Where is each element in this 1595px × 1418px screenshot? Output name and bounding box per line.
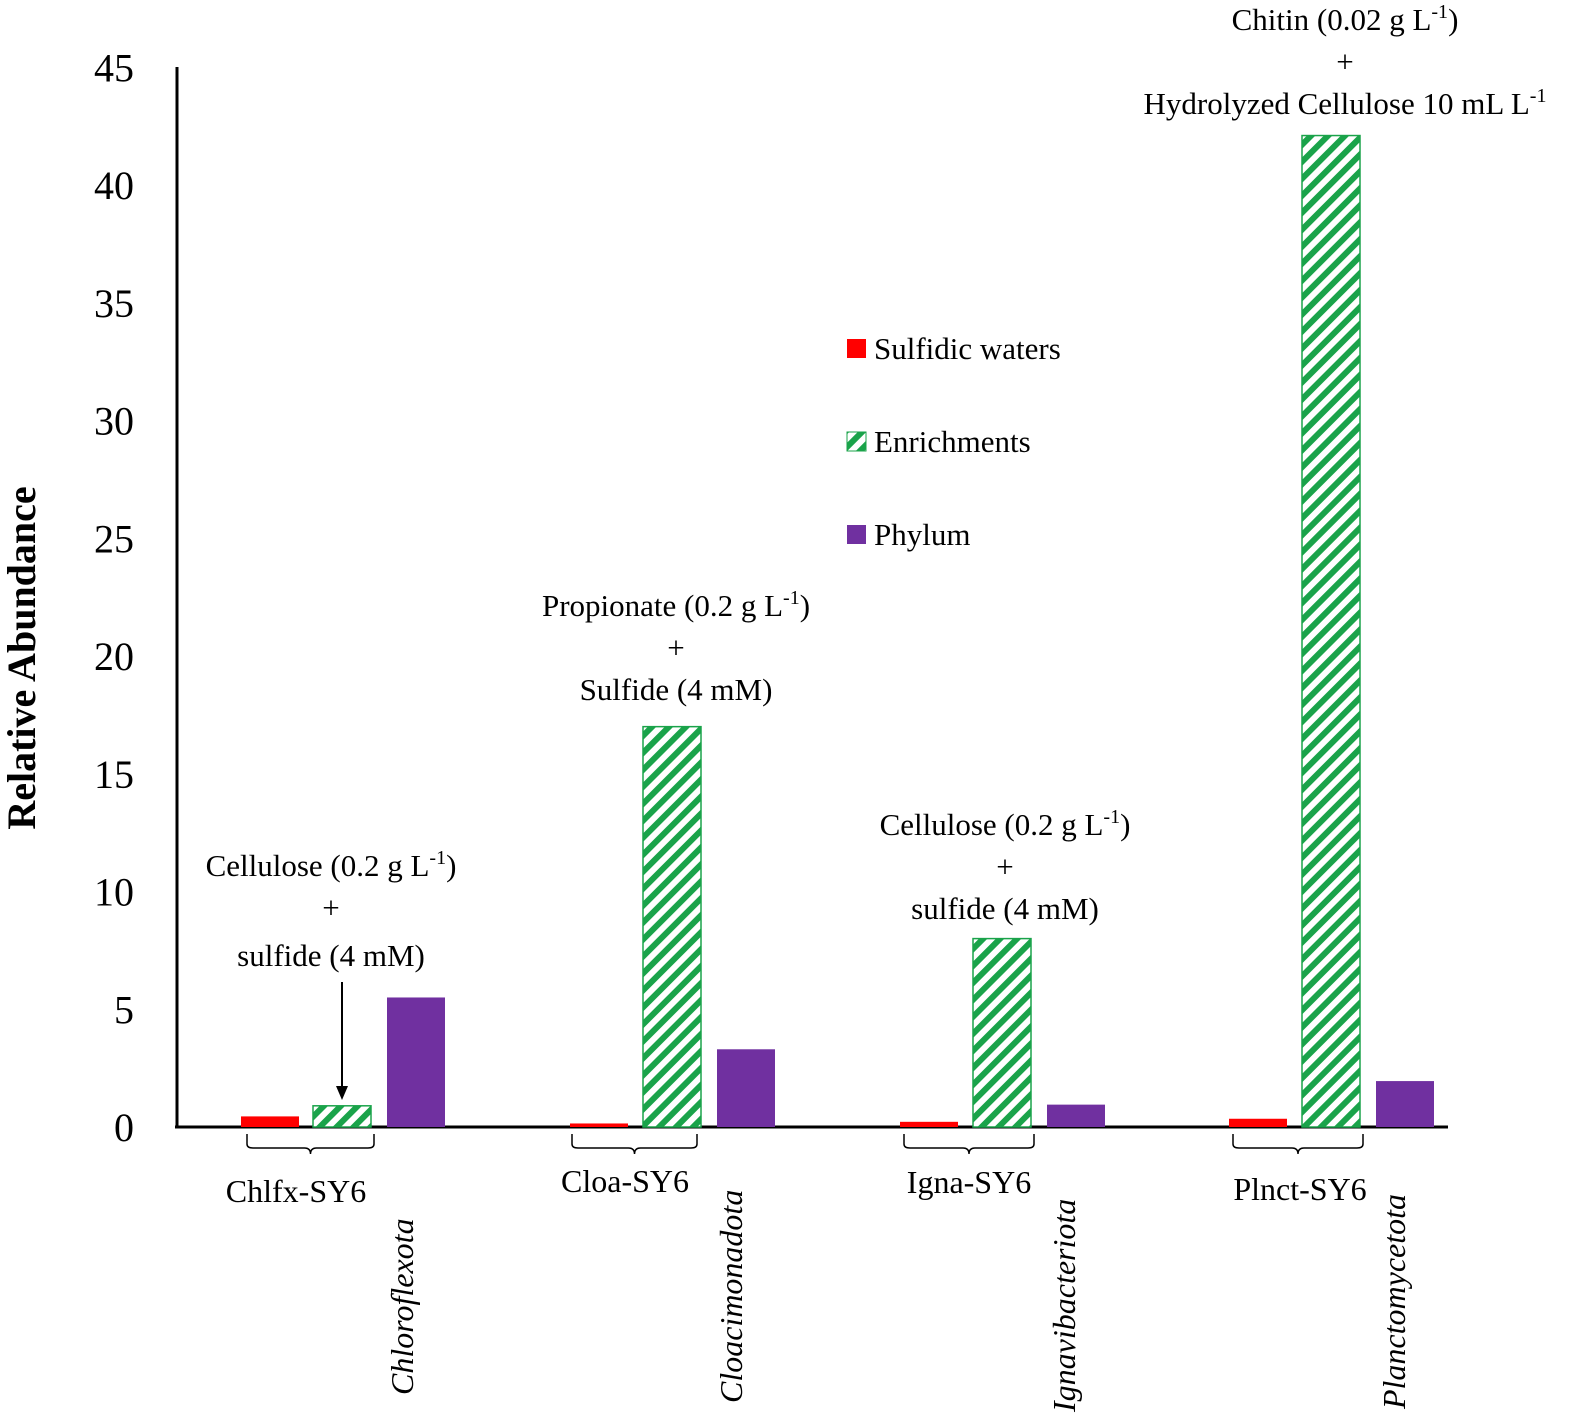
annotation-substrate-end: ) [1448,2,1458,37]
annotation-second-substrate-text: sulfide (4 mM) [911,891,1099,926]
y-tick-label: 15 [94,752,134,797]
mag-brace [571,1134,698,1155]
annotation-plus: + [1336,44,1353,79]
y-tick-label: 45 [94,45,134,90]
bar-phylum [387,997,445,1127]
legend-label: Sulfidic waters [874,331,1061,366]
annotation-substrate-end: ) [800,588,810,623]
bar-enrichments [312,1105,372,1128]
annotation-substrate-end: ) [446,848,456,883]
legend-swatch [847,339,866,358]
annotation-second-substrate-text: Sulfide (4 mM) [580,672,773,707]
annotation-substrate: Chitin (0.02 g L-1) [1232,1,1459,37]
bar-sulfidic-waters [241,1116,299,1127]
annotation-superscript: -1 [1103,806,1120,828]
annotation-substrate: Cellulose (0.2 g L-1) [206,847,457,883]
bar-phylum [1047,1104,1105,1127]
bar-phylum [1376,1081,1434,1127]
mag-label: Cloa-SY6 [561,1163,689,1199]
phylum-label: Chloroflexota [384,1218,420,1395]
mag-label: Igna-SY6 [907,1164,1031,1200]
bar-enrichments [1301,134,1361,1128]
y-tick-label: 40 [94,163,134,208]
annotation-second-substrate: sulfide (4 mM) [237,938,425,973]
mag-brace [1232,1134,1364,1155]
phylum-label: Cloacimonadota [713,1190,749,1403]
annotation-second-substrate-text: Hydrolyzed Cellulose 10 mL L [1144,86,1530,121]
annotation-superscript: -1 [783,587,800,609]
annotation-second-substrate-text: sulfide (4 mM) [237,938,425,973]
bar-enrichments [642,725,702,1128]
legend-swatch [846,431,867,452]
annotation-plus: + [667,630,684,665]
annotation-substrate-text: Propionate (0.2 g L [542,588,783,623]
legend-swatch [847,525,866,544]
y-tick-label: 30 [94,399,134,444]
annotation-plus: + [322,890,339,925]
annotation-substrate-text: Cellulose (0.2 g L [206,848,430,883]
bar-sulfidic-waters [570,1123,628,1127]
annotation-second-substrate: Sulfide (4 mM) [580,672,773,707]
y-tick-label: 10 [94,870,134,915]
annotation-arrowhead [336,1086,348,1100]
annotation-superscript: -1 [1530,85,1547,107]
mag-label: Chlfx-SY6 [226,1173,366,1209]
annotation-second-substrate: Hydrolyzed Cellulose 10 mL L-1 [1144,85,1547,121]
bar-sulfidic-waters [900,1121,958,1127]
annotation-plus: + [996,849,1013,884]
bar-enrichments [972,937,1032,1128]
legend-label: Phylum [874,517,970,552]
y-tick-label: 20 [94,634,134,679]
y-tick-label: 5 [114,987,134,1032]
annotation-superscript: -1 [429,847,446,869]
mag-brace [246,1134,375,1155]
legend-label: Enrichments [874,424,1031,459]
y-axis-label: Relative Abundance [0,486,44,829]
y-tick-label: 0 [114,1105,134,1150]
y-tick-label: 25 [94,516,134,561]
annotation-substrate: Propionate (0.2 g L-1) [542,587,810,623]
y-tick-label: 35 [94,281,134,326]
annotation-substrate-text: Cellulose (0.2 g L [880,807,1104,842]
bar-phylum [717,1049,775,1127]
annotation-substrate: Cellulose (0.2 g L-1) [880,806,1131,842]
annotation-substrate-end: ) [1120,807,1130,842]
mag-label: Plnct-SY6 [1233,1171,1366,1207]
annotation-superscript: -1 [1431,1,1448,23]
mag-brace [903,1134,1035,1155]
annotation-second-substrate: sulfide (4 mM) [911,891,1099,926]
phylum-label: Ignavibacteriota [1046,1199,1082,1413]
annotation-substrate-text: Chitin (0.02 g L [1232,2,1432,37]
bar-sulfidic-waters [1229,1118,1287,1127]
phylum-label: Planctomycetota [1376,1194,1412,1410]
